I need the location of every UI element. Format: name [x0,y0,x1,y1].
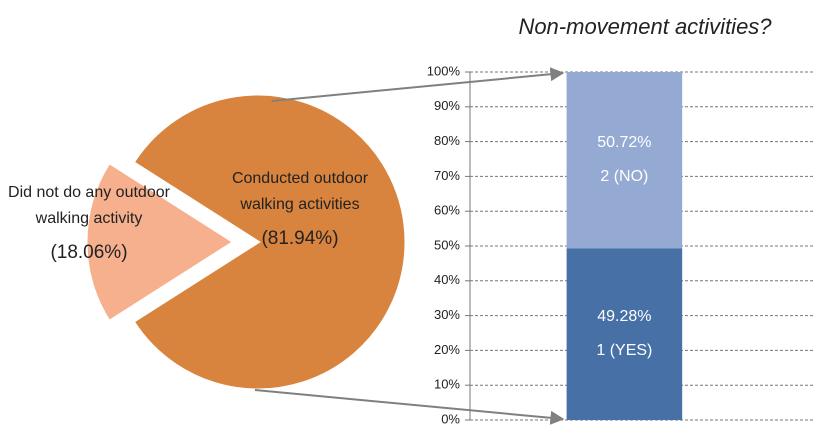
slice-label: Did not do any outdoor walking activity [8,184,170,227]
segment-value-label: 50.72% [597,134,652,152]
segment-label-group: 49.28% 1 (YES) [567,300,683,368]
bar-segment [566,248,683,420]
segment-name-label: 2 (NO) [600,168,649,186]
segment-label-group: 50.72% 2 (NO) [567,126,683,194]
segment-name-label: 1 (YES) [596,342,653,360]
connector [254,389,565,425]
y-tick-label: 40% [434,272,460,287]
y-tick-label: 50% [434,237,460,252]
slice-value-label: (18.06%) [50,242,128,263]
y-tick-label: 20% [434,342,460,357]
y-tick-label: 100% [427,63,461,78]
connector [271,67,565,102]
bar-segment [566,72,683,249]
chart-title: Non-movement activities? [518,14,772,39]
y-tick-label: 0% [441,411,460,426]
y-tick-label: 60% [434,203,460,218]
segment-value-label: 49.28% [597,308,652,326]
slice-value-label: (81.94%) [261,228,339,249]
y-tick-label: 70% [434,168,460,183]
y-tick-label: 90% [434,98,460,113]
slice-label-group: Did not do any outdoor walking activity (… [0,180,178,266]
y-tick-label: 30% [434,307,460,322]
y-tick-label: 10% [434,377,460,392]
slice-label-group: Conducted outdoor walking activities (81.… [225,166,375,252]
pie-slice [131,92,408,392]
pie-slice [84,160,237,324]
y-tick-label: 80% [434,133,460,148]
slice-label: Conducted outdoor walking activities [231,170,369,213]
